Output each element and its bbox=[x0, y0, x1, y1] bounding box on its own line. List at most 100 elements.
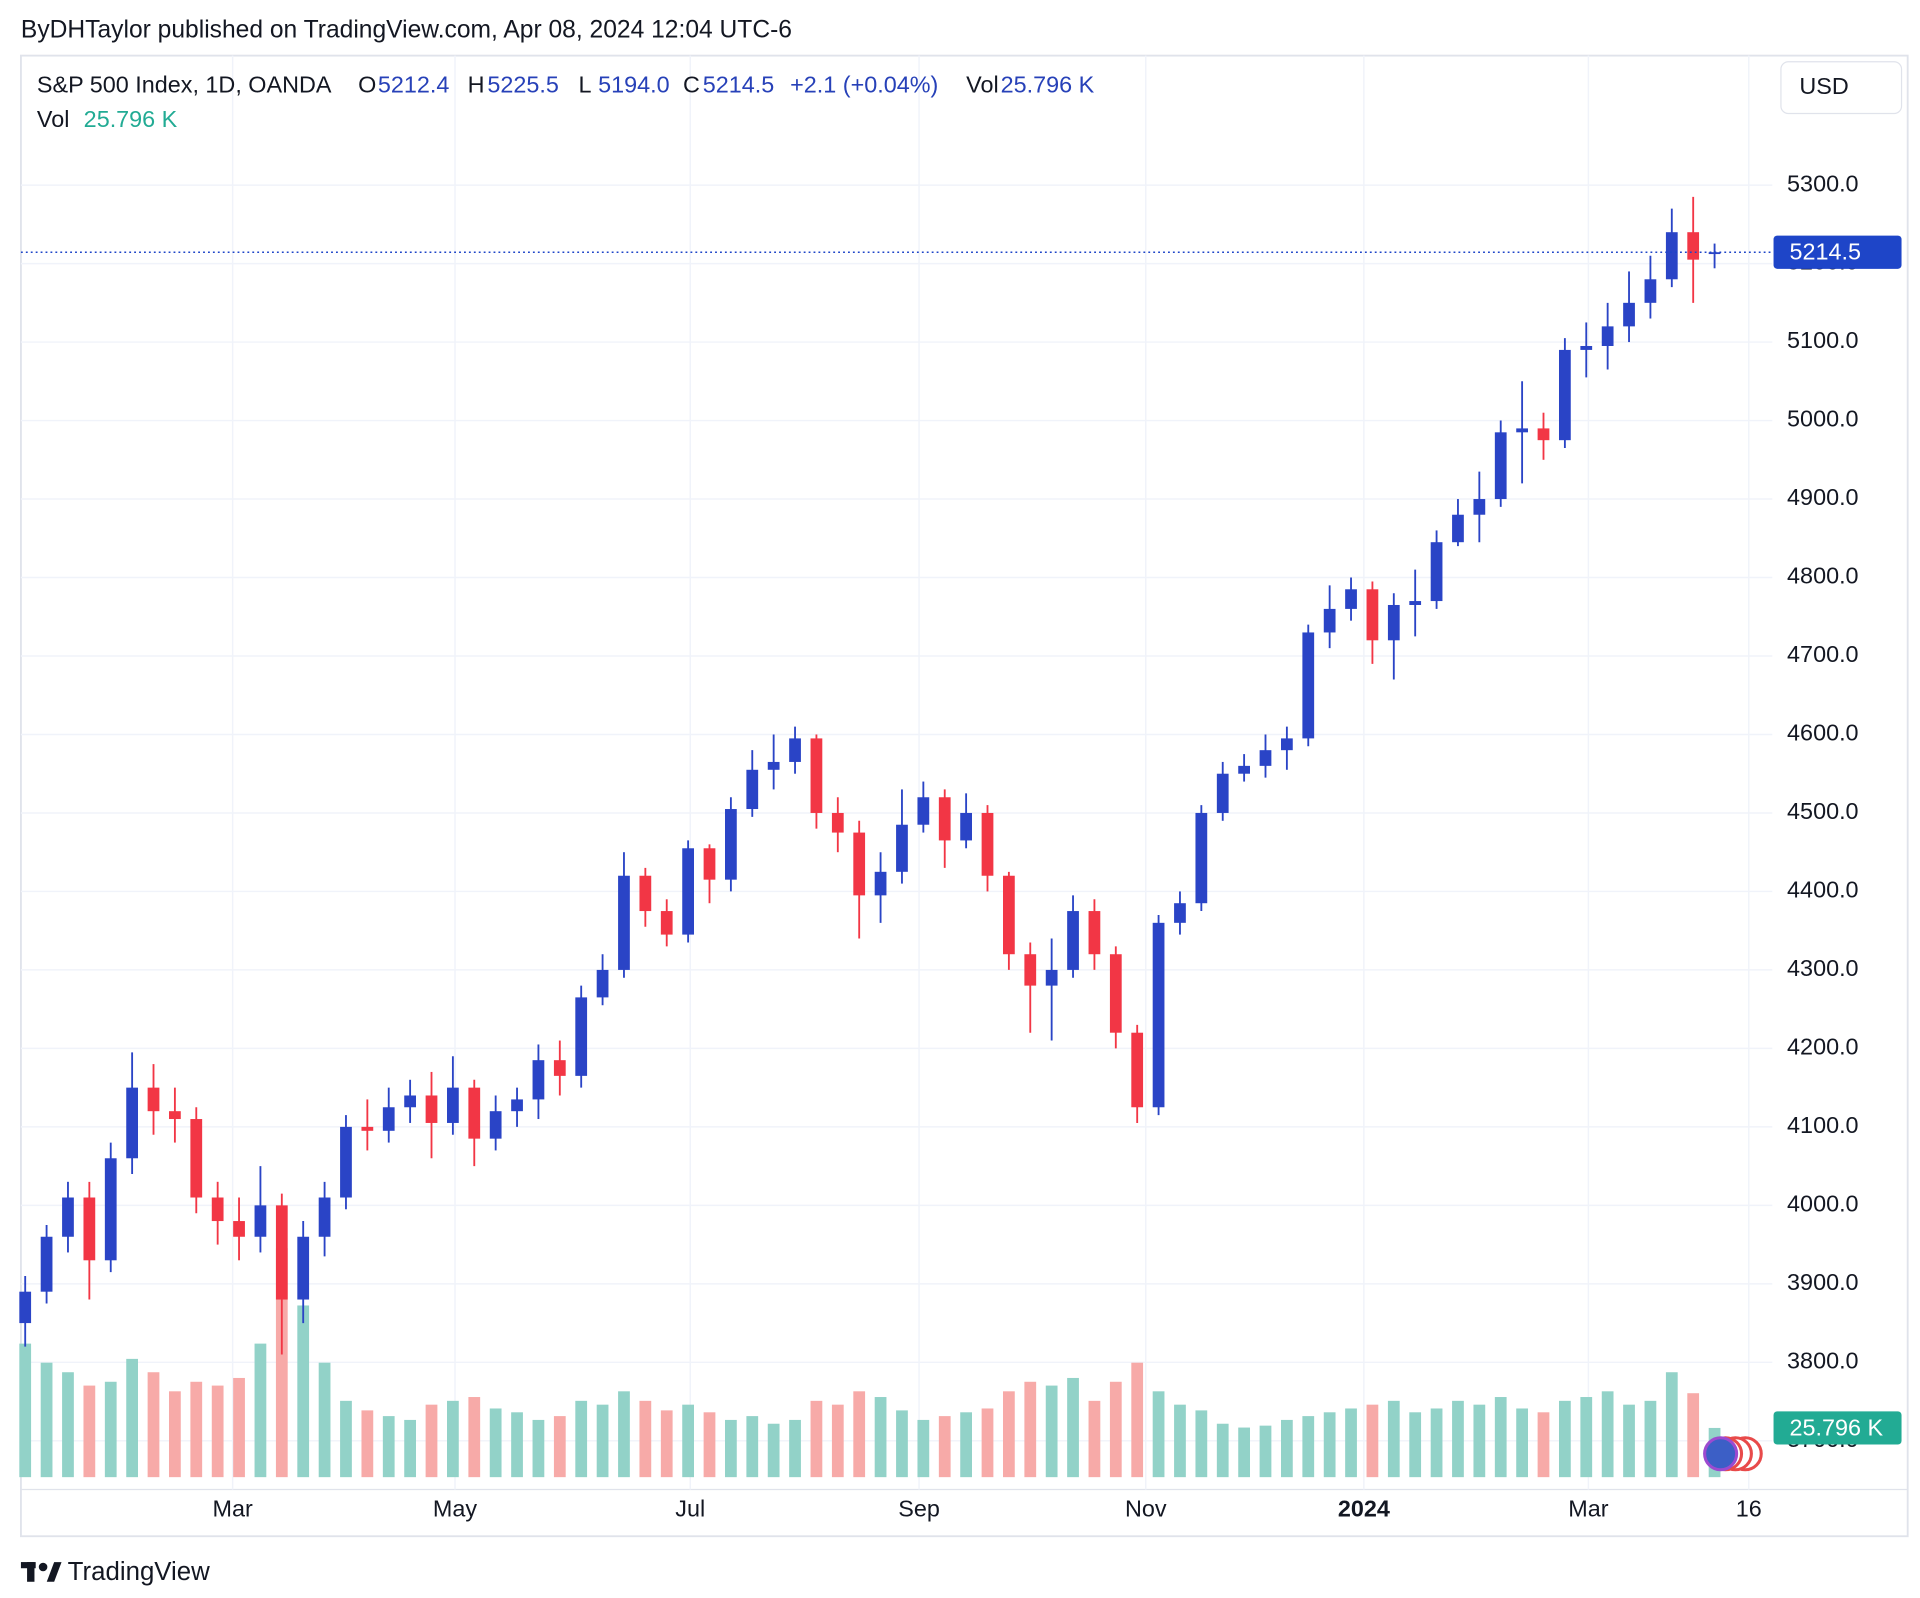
y-tick-label: 5000.0 bbox=[1787, 406, 1859, 432]
volume-bar bbox=[703, 1412, 716, 1478]
candle-body bbox=[1323, 608, 1336, 633]
last-volume-box bbox=[1773, 1411, 1902, 1445]
candle-body bbox=[404, 1095, 417, 1108]
volume-bar bbox=[361, 1410, 374, 1478]
candle-body bbox=[1494, 432, 1507, 500]
volume-bar bbox=[40, 1362, 53, 1478]
candle-body bbox=[104, 1158, 117, 1261]
candle-body bbox=[917, 797, 930, 825]
legend-value: 5214.5 bbox=[703, 72, 775, 98]
candle-body bbox=[725, 809, 737, 880]
candle-body bbox=[1644, 279, 1657, 303]
volume-bar bbox=[575, 1400, 588, 1478]
last-price-box bbox=[1773, 235, 1902, 269]
x-tick-label: 2024 bbox=[1338, 1496, 1390, 1522]
legend-key: L bbox=[578, 72, 591, 98]
volume-bar bbox=[1281, 1419, 1293, 1478]
legend-key: C bbox=[683, 72, 700, 98]
candle-body bbox=[1687, 232, 1700, 260]
y-tick-label: 4600.0 bbox=[1787, 720, 1859, 746]
y-tick-label: 3800.0 bbox=[1787, 1347, 1859, 1373]
candle-body bbox=[660, 911, 673, 935]
volume-bar bbox=[468, 1397, 481, 1478]
y-tick-label: 4200.0 bbox=[1787, 1034, 1859, 1060]
candle-body bbox=[361, 1126, 374, 1131]
currency-button[interactable] bbox=[1780, 61, 1903, 115]
candle-body bbox=[190, 1119, 203, 1198]
candle-body bbox=[575, 997, 588, 1076]
candle-body bbox=[596, 969, 609, 998]
volume-bar bbox=[1580, 1397, 1593, 1478]
candle-body bbox=[831, 812, 844, 833]
candle-body bbox=[1623, 302, 1635, 327]
x-tick-label: Sep bbox=[898, 1496, 940, 1522]
volume-bar bbox=[682, 1404, 694, 1478]
candle-body bbox=[489, 1111, 502, 1139]
volume-bar bbox=[190, 1381, 203, 1478]
volume-bar bbox=[746, 1416, 759, 1478]
volume-bar bbox=[1259, 1425, 1272, 1478]
volume-bar bbox=[297, 1305, 310, 1478]
candle-body bbox=[340, 1126, 352, 1198]
candle-body bbox=[1238, 765, 1250, 774]
candle-body bbox=[789, 738, 801, 762]
volume-bar bbox=[1152, 1391, 1165, 1478]
volume-bar bbox=[1558, 1400, 1571, 1478]
y-tick-label: 5100.0 bbox=[1787, 327, 1859, 353]
candle-body bbox=[211, 1197, 224, 1222]
legend-vol-key: Vol bbox=[966, 72, 999, 98]
volume-bar bbox=[1238, 1427, 1250, 1478]
volume-bar bbox=[83, 1385, 96, 1478]
candle-body bbox=[1430, 542, 1443, 602]
x-tick-label: 16 bbox=[1736, 1496, 1762, 1522]
currency[interactable]: USD bbox=[1799, 73, 1848, 99]
volume-bar bbox=[1644, 1400, 1657, 1478]
candle-body bbox=[1109, 954, 1122, 1033]
logo-part bbox=[46, 1562, 62, 1582]
volume-bar bbox=[767, 1423, 780, 1478]
candle-body bbox=[1537, 428, 1550, 441]
candle-body bbox=[1558, 349, 1571, 441]
volume-bar bbox=[318, 1362, 331, 1478]
volume-bar bbox=[1623, 1404, 1635, 1478]
volume-bar bbox=[1323, 1412, 1336, 1478]
tv-logo bbox=[20, 1562, 62, 1582]
candle-body bbox=[1024, 954, 1037, 986]
logo-part bbox=[27, 1562, 35, 1582]
y-tick-label: 3900.0 bbox=[1787, 1269, 1859, 1295]
y-tick-label: 4800.0 bbox=[1787, 563, 1859, 589]
candle-body bbox=[62, 1197, 74, 1237]
candle-body bbox=[618, 875, 630, 970]
volume-study-value: 25.796 K bbox=[84, 106, 178, 132]
volume-bar bbox=[104, 1381, 117, 1478]
volume-bar bbox=[1687, 1393, 1700, 1478]
candle-body bbox=[1174, 903, 1186, 923]
candle-body bbox=[1152, 922, 1165, 1108]
candle-body bbox=[1281, 738, 1293, 751]
volume-bar bbox=[789, 1419, 801, 1478]
legend-vol-value: 25.796 K bbox=[1001, 72, 1095, 98]
volume-bar bbox=[1067, 1377, 1079, 1478]
y-tick-label: 4500.0 bbox=[1787, 798, 1859, 824]
volume-bar bbox=[1216, 1423, 1229, 1478]
last-volume-label: 25.796 K bbox=[1790, 1414, 1884, 1440]
x-tick-label: Mar bbox=[1568, 1496, 1608, 1522]
volume-pane bbox=[19, 1248, 1721, 1478]
volume-bar bbox=[169, 1391, 181, 1478]
volume-bar bbox=[340, 1400, 352, 1478]
candle-body bbox=[896, 824, 908, 872]
volume-bar bbox=[1003, 1391, 1015, 1478]
candle-body bbox=[147, 1087, 160, 1112]
candle-body bbox=[682, 848, 694, 935]
volume-bar bbox=[831, 1404, 844, 1478]
candles bbox=[19, 196, 1721, 1355]
y-tick-label: 4300.0 bbox=[1787, 955, 1859, 981]
volume-bar bbox=[1345, 1408, 1357, 1478]
volume-bar bbox=[1452, 1400, 1464, 1478]
volume-bar bbox=[425, 1404, 438, 1478]
volume-bar bbox=[382, 1416, 395, 1478]
candle-body bbox=[853, 832, 866, 896]
volume-bar bbox=[275, 1248, 288, 1478]
volume-bar bbox=[1109, 1381, 1122, 1478]
